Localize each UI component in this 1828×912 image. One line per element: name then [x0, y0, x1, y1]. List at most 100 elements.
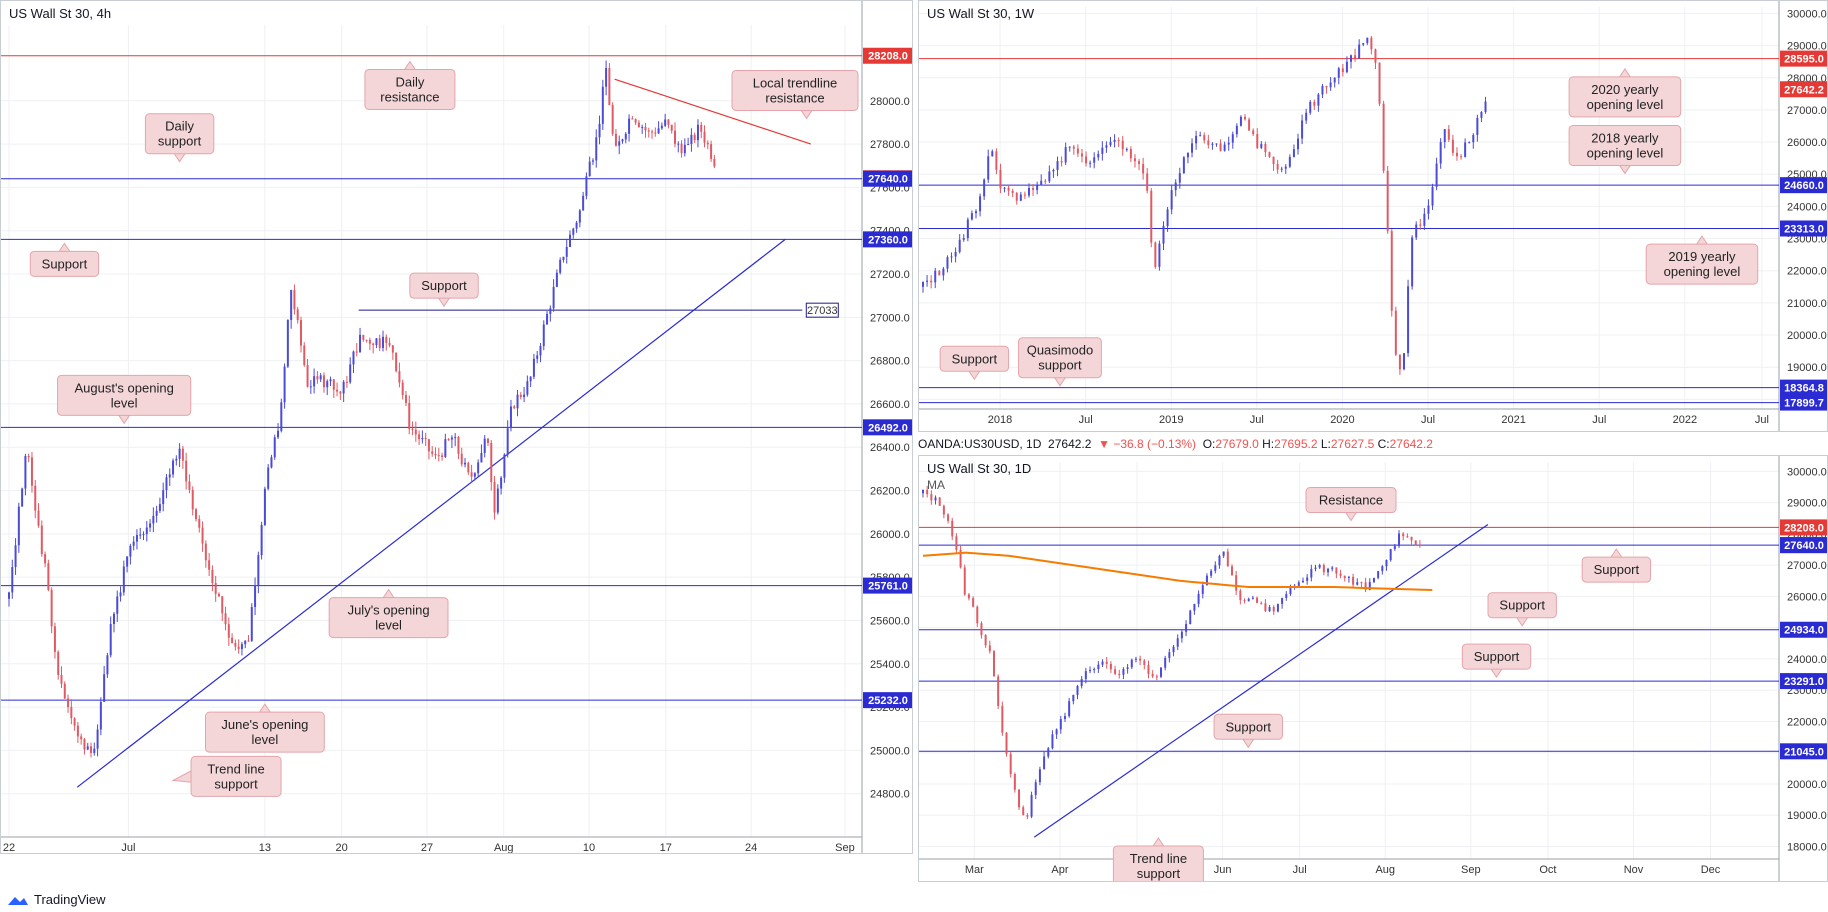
candle-body — [40, 525, 43, 555]
candle-body — [614, 133, 617, 146]
candle-body — [172, 460, 175, 475]
candle-body — [1407, 286, 1410, 354]
candle-body — [591, 160, 594, 162]
candle-body — [1226, 551, 1229, 567]
candle-body — [119, 592, 122, 597]
candle-body — [955, 536, 958, 550]
candle-body — [44, 554, 47, 564]
candle-body — [382, 336, 385, 348]
candle-body — [96, 729, 99, 749]
callout-text: 2020 yearly — [1591, 82, 1659, 97]
candle-body — [1398, 533, 1401, 547]
chart-daily[interactable]: 18000.019000.020000.021000.022000.023000… — [918, 455, 1828, 882]
price-label: 17899.7 — [1784, 398, 1824, 410]
candle-body — [1364, 582, 1367, 590]
candle-body — [1089, 162, 1092, 164]
candle-body — [1063, 716, 1066, 720]
tradingview-logo[interactable]: TradingView — [6, 892, 106, 907]
candle-body — [80, 736, 83, 740]
candle-body — [283, 366, 286, 403]
candle-body — [1331, 567, 1334, 569]
candle-body — [1406, 536, 1409, 538]
candle-body — [1431, 186, 1434, 206]
candle-body — [1164, 657, 1167, 668]
candle-body — [247, 640, 250, 642]
callout-box — [57, 374, 192, 416]
candle-body — [536, 355, 539, 359]
candle-body — [1218, 555, 1221, 566]
callout-box — [1213, 713, 1283, 740]
candle-body — [605, 68, 608, 87]
candle-body — [1280, 168, 1283, 170]
candle-body — [1358, 44, 1361, 59]
candle-body — [112, 613, 115, 625]
x-tick-label: 24 — [745, 842, 757, 854]
candle-body — [14, 545, 17, 568]
candle-body — [1076, 148, 1079, 154]
candle-body — [631, 118, 634, 120]
candle-body — [431, 451, 434, 454]
callout-box — [205, 711, 325, 753]
candle-body — [198, 519, 201, 528]
candle-body — [11, 567, 14, 593]
callout-text: opening level — [1587, 97, 1664, 112]
candle-body — [1170, 190, 1173, 210]
candle-body — [1143, 660, 1146, 665]
y-tick-label: 18000.0 — [1787, 841, 1827, 853]
candle-body — [1239, 116, 1242, 126]
y-tick-label: 25400.0 — [870, 659, 910, 671]
candle-body — [1423, 213, 1426, 226]
candle-body — [1484, 101, 1487, 113]
candle-body — [175, 458, 178, 461]
chart-weekly[interactable]: 18000.019000.020000.021000.022000.023000… — [918, 0, 1828, 432]
candle-body — [974, 211, 977, 214]
candle-body — [132, 541, 135, 546]
candle-body — [506, 428, 509, 455]
candle-body — [454, 437, 457, 439]
candle-body — [1093, 668, 1096, 671]
callout-text: Trend line — [1130, 851, 1187, 866]
price-label: 23291.0 — [1784, 676, 1824, 688]
candle-body — [1097, 664, 1100, 669]
candle-body — [938, 497, 941, 506]
callout-text: Daily — [165, 119, 194, 134]
callout-text: Support — [1499, 598, 1545, 613]
x-tick-label: Dec — [1701, 864, 1721, 876]
candle-body — [1301, 120, 1304, 139]
candle-body — [1097, 153, 1100, 158]
callout-text: support — [158, 134, 202, 149]
candle-body — [703, 131, 706, 143]
candle-body — [1114, 669, 1117, 674]
candle-body — [621, 139, 624, 142]
candle-body — [345, 381, 348, 383]
candle-body — [70, 707, 73, 719]
candle-body — [1056, 161, 1059, 170]
candle-body — [687, 144, 690, 146]
candle-body — [549, 308, 552, 314]
candle-body — [1381, 566, 1384, 572]
candle-body — [99, 701, 102, 730]
candle-body — [1281, 597, 1284, 604]
candle-body — [1288, 156, 1291, 167]
price-label: 21045.0 — [1784, 746, 1824, 758]
high-value: 27695.2 — [1274, 437, 1318, 451]
candle-body — [1201, 585, 1204, 594]
candle-body — [106, 655, 109, 675]
x-tick-label: 27 — [421, 842, 433, 854]
y-tick-label: 26600.0 — [870, 399, 910, 411]
callout-text: Support — [42, 256, 88, 271]
candle-body — [444, 439, 447, 458]
x-tick-label: Jul — [1079, 414, 1093, 426]
close-value: 27642.2 — [1389, 437, 1433, 451]
callout-box — [1112, 845, 1204, 881]
chart-4h[interactable]: 24800.025000.025200.025400.025600.025800… — [0, 0, 913, 854]
y-tick-label: 28000.0 — [870, 96, 910, 108]
candle-body — [1044, 180, 1047, 182]
candle-body — [427, 439, 430, 452]
price-label: 27640.0 — [868, 174, 908, 186]
candle-body — [290, 290, 293, 320]
price-label: 23313.0 — [1784, 223, 1824, 235]
candle-body — [135, 535, 138, 542]
change: ▼ −36.8 (−0.13%) — [1098, 437, 1197, 451]
